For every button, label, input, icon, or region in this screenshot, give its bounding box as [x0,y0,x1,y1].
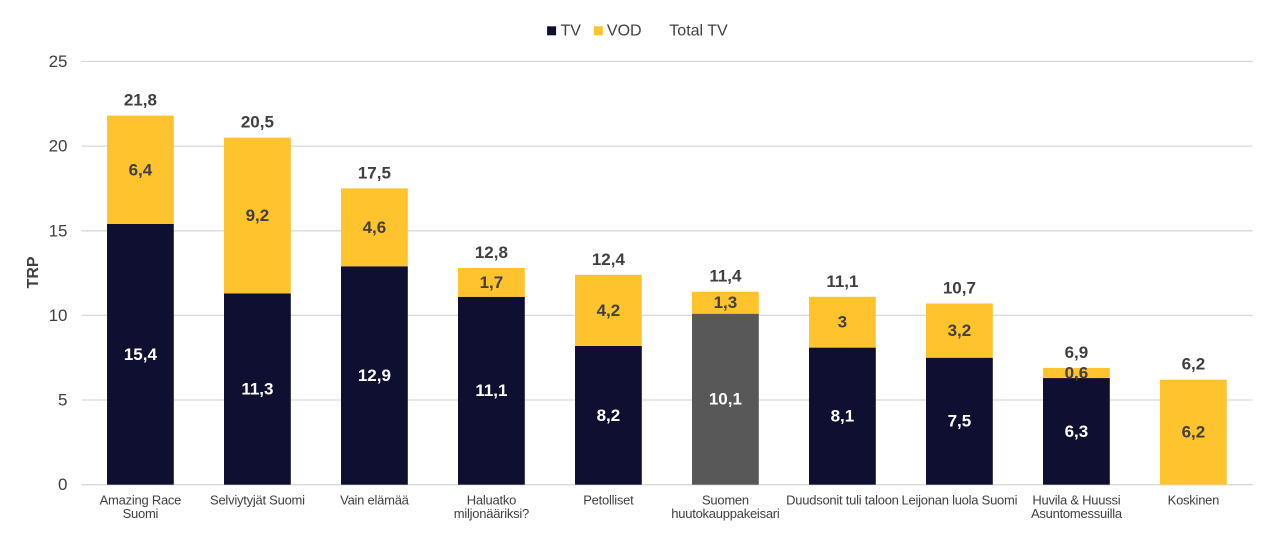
svg-text:17,5: 17,5 [358,163,391,182]
svg-text:9,2: 9,2 [246,206,270,225]
svg-text:0,6: 0,6 [1065,364,1089,383]
svg-text:Vain elämää: Vain elämää [340,493,410,508]
svg-text:0: 0 [58,475,67,494]
svg-text:Asuntomessuilla: Asuntomessuilla [1031,506,1123,521]
svg-text:15,4: 15,4 [124,345,158,364]
svg-text:Petolliset: Petolliset [583,493,634,508]
svg-text:VOD: VOD [607,22,642,39]
svg-text:10,1: 10,1 [709,390,742,409]
svg-text:Koskinen: Koskinen [1168,493,1219,508]
svg-text:4,6: 4,6 [363,218,387,237]
svg-text:4,2: 4,2 [597,301,621,320]
svg-text:25: 25 [49,52,68,71]
svg-text:6,3: 6,3 [1065,422,1089,441]
svg-text:7,5: 7,5 [948,412,972,431]
svg-text:12,9: 12,9 [358,366,391,385]
svg-text:8,2: 8,2 [597,406,621,425]
svg-text:miljonääriksi?: miljonääriksi? [454,506,529,521]
svg-text:TV: TV [561,22,582,39]
svg-text:1,3: 1,3 [714,293,738,312]
svg-text:12,4: 12,4 [592,250,626,269]
svg-text:1,7: 1,7 [480,273,504,292]
svg-text:8,1: 8,1 [831,407,855,426]
svg-text:3: 3 [838,313,847,332]
svg-text:20,5: 20,5 [241,113,274,132]
svg-text:11,1: 11,1 [826,272,858,291]
svg-text:21,8: 21,8 [124,91,157,110]
svg-text:Duudsonit tuli taloon: Duudsonit tuli taloon [786,493,899,508]
svg-text:15: 15 [49,221,68,240]
svg-text:Haluatko: Haluatko [467,493,516,508]
svg-text:Suomen: Suomen [702,493,749,508]
svg-text:10,7: 10,7 [943,279,976,298]
svg-text:TRP: TRP [25,256,42,288]
svg-text:11,4: 11,4 [709,267,742,286]
svg-text:20: 20 [49,137,68,156]
svg-text:6,4: 6,4 [129,160,153,179]
svg-text:6,9: 6,9 [1065,343,1089,362]
svg-text:11,3: 11,3 [241,380,273,399]
svg-text:Huvila & Huussi: Huvila & Huussi [1032,493,1120,508]
svg-text:11,1: 11,1 [475,381,507,400]
svg-text:huutokauppakeisari: huutokauppakeisari [671,506,780,521]
svg-text:6,2: 6,2 [1182,355,1206,374]
svg-text:Total TV: Total TV [669,22,728,39]
svg-text:12,8: 12,8 [475,243,508,262]
svg-text:6,2: 6,2 [1182,423,1206,442]
svg-text:10: 10 [49,306,68,325]
svg-text:Selviytyjät Suomi: Selviytyjät Suomi [210,493,305,508]
svg-text:Leijonan luola Suomi: Leijonan luola Suomi [902,493,1018,508]
svg-text:5: 5 [58,391,67,410]
svg-text:3,2: 3,2 [948,321,972,340]
svg-text:Suomi: Suomi [123,506,159,521]
svg-text:Amazing Race: Amazing Race [100,493,182,508]
